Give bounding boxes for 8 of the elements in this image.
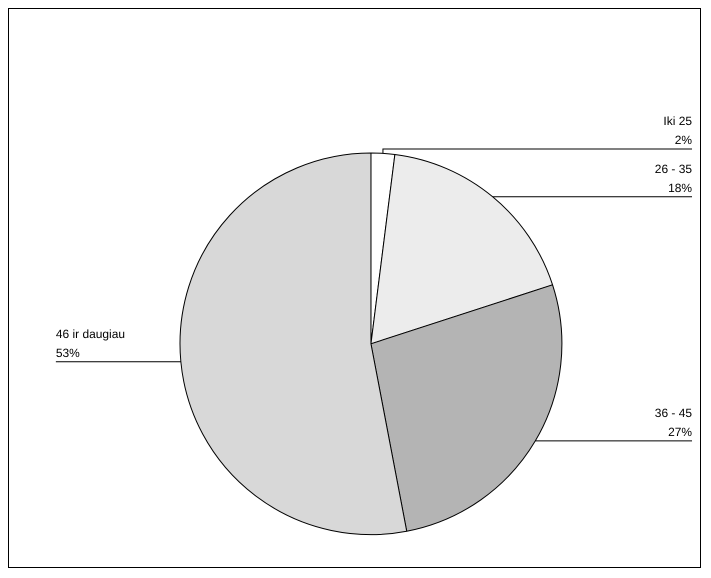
slice-label: 36 - 45 [654,406,692,420]
data-label: 53% [56,346,80,360]
data-label: 2% [674,132,692,147]
slice-label: 46 ir daugiau [56,326,126,341]
slice-label: Iki 25 [663,114,692,128]
slice-label: 26 - 35 [654,162,692,176]
data-label: 18% [668,180,692,195]
data-label: 27% [668,424,692,439]
